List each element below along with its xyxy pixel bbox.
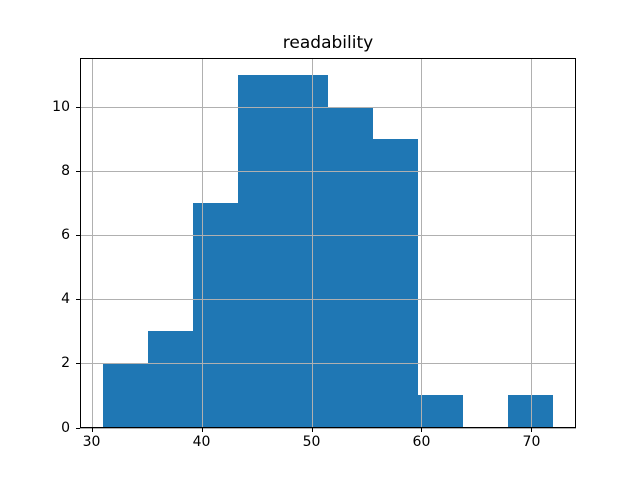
x-tick-mark: [531, 427, 533, 432]
x-tick-label: 50: [302, 434, 321, 450]
y-tick-mark: [76, 427, 80, 429]
y-tick-mark: [76, 363, 80, 365]
histogram-bar: [508, 395, 554, 428]
x-tick-mark: [91, 427, 93, 432]
x-tick-mark: [311, 427, 313, 432]
y-tick-label: 6: [61, 227, 70, 244]
histogram-bar: [328, 107, 374, 428]
histogram-bar: [147, 331, 193, 428]
histogram-bar: [102, 363, 148, 428]
chart-title: readability: [282, 33, 374, 53]
y-tick-mark: [76, 107, 80, 109]
gridline-horizontal: [80, 427, 576, 429]
y-tick-label: 10: [52, 99, 70, 116]
y-tick-mark: [76, 299, 80, 301]
y-tick-label: 0: [61, 419, 70, 436]
histogram-bar: [237, 75, 283, 428]
histogram-bar: [192, 203, 238, 428]
histogram-bar: [282, 75, 328, 428]
y-tick-mark: [76, 235, 80, 237]
x-tick-mark: [201, 427, 203, 432]
histogram-bar: [373, 139, 419, 428]
x-tick-label: 70: [522, 434, 541, 450]
histogram-bar: [418, 395, 464, 428]
x-tick-label: 40: [192, 434, 211, 450]
x-tick-label: 30: [82, 434, 101, 450]
y-tick-label: 2: [61, 355, 70, 372]
x-tick-mark: [421, 427, 423, 432]
y-tick-label: 4: [61, 291, 70, 308]
x-tick-label: 60: [412, 434, 431, 450]
y-tick-label: 8: [61, 163, 70, 180]
bars-layer: [80, 58, 576, 428]
y-tick-mark: [76, 171, 80, 173]
